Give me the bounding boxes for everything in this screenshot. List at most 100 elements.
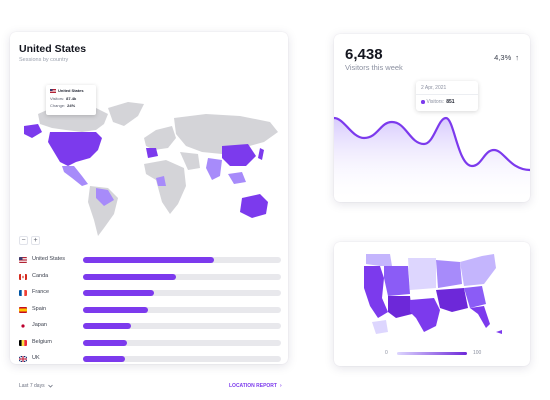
visitors-label: Visitors this week (345, 63, 403, 72)
country-bar-fill (83, 339, 127, 346)
us-states-card: 0 100 (334, 242, 530, 366)
state-northwest-shape[interactable] (366, 254, 392, 266)
country-bar-track (83, 257, 281, 263)
card-subtitle: Sessions by country (19, 57, 69, 63)
map-tooltip: United States Visitors: 87.4k Change: 24% (46, 85, 96, 115)
country-bar-fill (83, 356, 125, 362)
state-southeast-shape[interactable] (464, 286, 486, 308)
france-spain-shape[interactable] (146, 148, 158, 158)
series-dot-icon (421, 100, 425, 104)
country-row-belgium[interactable]: Belgium (19, 338, 281, 348)
legend-gradient-bar (397, 352, 467, 355)
southeast-asia-shape[interactable] (228, 172, 246, 184)
period-dropdown[interactable]: Last 7 days (19, 383, 53, 389)
visitors-change: 4,3% ↑ (494, 53, 519, 62)
location-report-link[interactable]: LOCATION REPORT › (229, 383, 282, 389)
tooltip-date: 2 Apr, 2021 (421, 85, 447, 91)
map-zoom-controls: − + (19, 236, 40, 245)
belgium-flag-icon (19, 339, 27, 346)
visitors-line (334, 116, 530, 172)
country-row-united-states[interactable]: United States (19, 255, 281, 265)
country-bar-fill (83, 323, 131, 329)
state-hawaii-shape[interactable] (496, 330, 502, 334)
country-bar-track (83, 306, 281, 313)
us-states-map[interactable] (354, 248, 504, 340)
country-name: Japan (32, 322, 47, 328)
alaska-shape[interactable] (24, 124, 42, 138)
legend-min: 0 (385, 350, 388, 356)
tooltip-visitors-label: Visitors: (50, 96, 65, 101)
legend-max: 100 (473, 350, 482, 356)
usa-shape[interactable] (48, 132, 102, 166)
india-shape[interactable] (206, 158, 222, 180)
country-row-france[interactable]: France (19, 288, 281, 298)
arrow-up-icon: ↑ (515, 53, 519, 62)
state-plains-shape[interactable] (408, 258, 436, 290)
country-row-spain[interactable]: Spain (19, 305, 281, 315)
country-name: Belgium (32, 338, 52, 345)
visitors-line-chart[interactable] (334, 104, 530, 202)
country-row-canada[interactable]: Canda (19, 272, 281, 282)
change-value: 4,3% (494, 53, 512, 62)
visitors-count: 6,438 (345, 46, 383, 63)
tooltip-visitors-label: Visitors: (426, 99, 445, 105)
country-bar-track (83, 290, 281, 296)
country-bar-fill (83, 290, 155, 296)
greenland-shape[interactable] (108, 102, 144, 126)
state-florida-shape[interactable] (470, 306, 490, 328)
sessions-by-country-card: United States Sessions by country (10, 32, 288, 389)
tooltip-visitors-value: 851 (446, 99, 455, 105)
france-flag-icon (19, 290, 27, 296)
middle-east-shape[interactable] (180, 152, 200, 170)
chart-tooltip: 2 Apr, 2021 Visitors: 851 (416, 81, 478, 111)
europe-shape[interactable] (144, 126, 176, 150)
us-flag-icon (50, 88, 56, 93)
africa-shape[interactable] (144, 160, 186, 214)
country-bar-track (83, 323, 281, 329)
tooltip-country: United States (58, 88, 84, 93)
state-texas-shape[interactable] (410, 298, 440, 332)
state-midwest-shape[interactable] (436, 260, 462, 288)
state-south-shape[interactable] (436, 288, 468, 312)
state-alaska-shape[interactable] (372, 320, 388, 334)
uk-flag-icon (19, 356, 27, 362)
africa-highlight-shape[interactable] (156, 176, 166, 186)
china-shape[interactable] (222, 144, 256, 166)
visitors-area-fill (334, 118, 530, 202)
chevron-right-icon: › (279, 383, 282, 389)
country-name: France (32, 289, 50, 295)
country-bar-fill (83, 273, 177, 280)
country-name: UK (32, 355, 40, 361)
card-title: United States (19, 43, 87, 55)
brazil-shape[interactable] (96, 188, 114, 206)
country-name: United States (32, 256, 66, 262)
state-mountain-shape[interactable] (384, 266, 410, 296)
tooltip-visitors-value: 87.4k (66, 96, 77, 101)
australia-shape[interactable] (240, 194, 268, 218)
country-row-uk[interactable]: UK (19, 354, 281, 364)
tooltip-change-label: Change: (50, 103, 66, 108)
mexico-shape[interactable] (62, 166, 88, 186)
country-bar-track (83, 339, 281, 346)
state-west-shape[interactable] (364, 266, 388, 318)
japan-shape[interactable] (258, 148, 264, 160)
canada-flag-icon (19, 273, 27, 280)
country-bar-fill (83, 306, 149, 313)
chevron-down-icon (47, 384, 53, 388)
japan-flag-icon (19, 323, 27, 329)
us-flag-icon (19, 257, 27, 263)
state-northeast-shape[interactable] (460, 254, 496, 286)
zoom-in-button[interactable]: + (31, 236, 40, 245)
visitors-card: 6,438 Visitors this week 4,3% ↑ 2 Apr, 2… (334, 34, 530, 202)
state-southwest-shape[interactable] (388, 296, 412, 318)
zoom-out-button[interactable]: − (19, 236, 28, 245)
period-label: Last 7 days (19, 383, 45, 389)
country-bar-track (83, 273, 281, 280)
world-map[interactable] (16, 68, 284, 238)
country-row-japan[interactable]: Japan (19, 321, 281, 331)
spain-flag-icon (19, 306, 27, 313)
location-report-label: LOCATION REPORT (229, 383, 277, 389)
asia-shape[interactable] (174, 114, 278, 154)
tooltip-change-value: 24% (67, 103, 76, 108)
country-name: Canda (32, 272, 49, 279)
